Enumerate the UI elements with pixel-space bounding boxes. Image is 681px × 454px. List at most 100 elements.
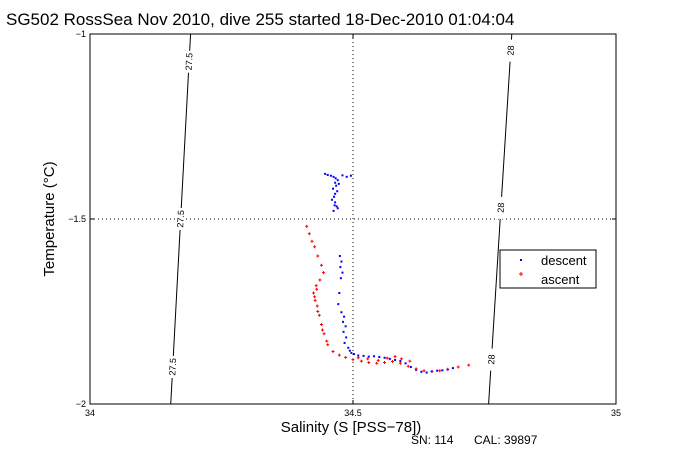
- ascent-point: [383, 361, 387, 365]
- descent-point: [332, 187, 335, 190]
- x-tick-label: 34: [85, 408, 95, 418]
- ascent-point: [356, 356, 360, 360]
- descent-point: [332, 209, 335, 212]
- descent-point: [362, 354, 365, 357]
- ascent-point: [305, 224, 309, 228]
- isopycnal-label: 28: [486, 354, 497, 365]
- descent-point: [342, 330, 345, 333]
- legend-label-ascent: ascent: [541, 272, 580, 287]
- y-axis-label: Temperature (°C): [41, 161, 58, 276]
- ascent-point: [393, 355, 397, 359]
- isopycnal-label-gap: [505, 39, 516, 62]
- x-axis-label: Salinity (S [PSS−78]): [281, 419, 421, 436]
- ascent-point: [315, 304, 319, 308]
- descent-point: [341, 271, 344, 274]
- descent-point: [324, 172, 327, 175]
- ascent-point: [315, 287, 319, 291]
- descent-series: [324, 172, 454, 374]
- ascent-point: [313, 298, 317, 302]
- descent-point: [326, 173, 329, 176]
- ascent-point: [314, 284, 318, 288]
- isopycnal-label-gap: [167, 356, 178, 378]
- descent-point: [333, 195, 336, 198]
- ascent-point: [319, 263, 323, 267]
- legend-marker-ascent: [519, 272, 523, 276]
- descent-point: [348, 349, 351, 352]
- descent-point: [334, 177, 337, 180]
- ascent-point: [398, 361, 402, 365]
- legend-box: [499, 249, 597, 289]
- descent-point: [336, 190, 339, 193]
- descent-point: [340, 260, 343, 263]
- descent-point: [336, 179, 339, 182]
- descent-point: [334, 201, 337, 204]
- ascent-point: [344, 355, 348, 359]
- ascent-point: [467, 363, 471, 367]
- ascent-point: [307, 232, 311, 236]
- descent-point: [388, 357, 391, 360]
- ascent-point: [331, 349, 335, 353]
- isopycnal-line: [488, 33, 513, 405]
- descent-point: [335, 184, 338, 187]
- ascent-point: [438, 369, 442, 373]
- isopycnal-label: 28: [496, 202, 507, 213]
- descent-point: [344, 325, 347, 328]
- descent-point: [332, 175, 335, 178]
- descent-point: [339, 277, 342, 280]
- isopycnal-layer: 27.5 27.5 27.5 28 28 28: [167, 33, 516, 405]
- ascent-point: [320, 328, 324, 332]
- ascent-point: [351, 358, 355, 362]
- descent-point: [341, 174, 344, 177]
- descent-point: [399, 360, 402, 363]
- ascent-point: [446, 367, 450, 371]
- isopycnal-label: 28: [505, 45, 516, 56]
- ascent-point: [408, 359, 412, 363]
- descent-point: [338, 255, 341, 257]
- isopycnal-label-gap: [486, 348, 497, 371]
- isopycnal-label: 27.5: [184, 53, 195, 71]
- isopycnal-label-gap: [184, 50, 195, 73]
- ascent-point: [376, 358, 380, 362]
- descent-point: [342, 320, 345, 323]
- descent-point: [347, 346, 350, 349]
- ascent-point: [322, 271, 326, 275]
- ascent-point: [310, 239, 314, 243]
- ascent-point: [312, 291, 316, 295]
- ascent-point: [399, 357, 403, 361]
- isopycnal-label: 27.5: [167, 358, 178, 376]
- descent-point: [329, 174, 332, 177]
- ascent-point: [313, 245, 317, 249]
- ascent-point: [337, 353, 341, 357]
- ascent-point: [318, 278, 322, 282]
- ascent-point: [316, 254, 320, 258]
- ascent-point: [359, 359, 363, 363]
- descent-point: [404, 362, 407, 365]
- descent-point: [330, 198, 333, 201]
- descent-point: [334, 181, 337, 184]
- ascent-point: [430, 369, 434, 373]
- chart-title: SG502 RossSea Nov 2010, dive 255 started…: [6, 10, 514, 29]
- ascent-point: [313, 295, 317, 299]
- ascent-point: [317, 313, 321, 317]
- ascent-point: [325, 339, 329, 343]
- x-tick-label: 34.5: [344, 408, 362, 418]
- ascent-point: [414, 367, 418, 371]
- ascent-point: [366, 357, 370, 361]
- descent-point: [373, 355, 376, 358]
- ascent-point: [319, 322, 323, 326]
- descent-point: [337, 303, 340, 306]
- ascent-point: [390, 359, 394, 363]
- descent-point: [451, 367, 454, 370]
- axis-ticks: 34 34.5 35 −1 −1.5 −2: [68, 29, 621, 418]
- y-tick-label: −2: [76, 399, 86, 409]
- isopycnal-label: 27.5: [175, 210, 186, 228]
- descent-point: [436, 369, 439, 372]
- descent-point: [339, 266, 342, 269]
- descent-point: [336, 207, 339, 210]
- descent-point: [350, 351, 353, 354]
- ascent-point: [322, 332, 326, 336]
- isopycnal-label-gap: [495, 196, 506, 219]
- descent-point: [349, 174, 352, 177]
- descent-point: [343, 341, 346, 344]
